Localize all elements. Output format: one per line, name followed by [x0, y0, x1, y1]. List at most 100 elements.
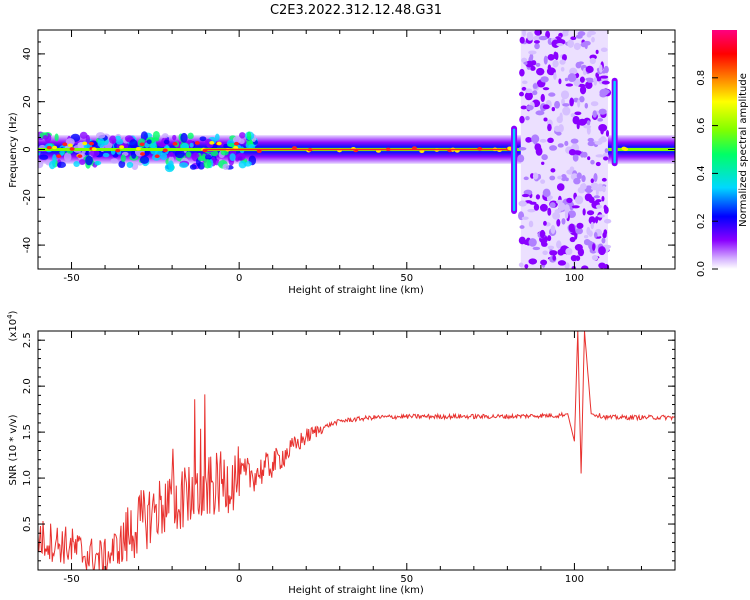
broadband-blob [588, 196, 595, 204]
broadband-blob [523, 176, 529, 181]
broadband-blob [579, 96, 585, 103]
broadband-blob [540, 76, 549, 83]
broadband-blob [600, 136, 607, 142]
peak-spot [507, 146, 513, 151]
broadband-blob [556, 218, 561, 227]
broadband-blob [552, 59, 559, 68]
snr-background [38, 331, 675, 570]
colorbar-tick-label: 0.2 [696, 213, 707, 229]
broadband-blob [552, 211, 561, 220]
spectral-blob [248, 144, 256, 150]
peak-spot [135, 147, 141, 151]
broadband-blob [569, 97, 574, 107]
broadband-blob [519, 68, 525, 77]
x-tick-label: 50 [400, 273, 413, 284]
broadband-blob [518, 147, 527, 151]
broadband-blob [534, 30, 542, 36]
spectral-blob [187, 132, 194, 140]
broadband-blob [559, 112, 563, 121]
broadband-blob [595, 161, 601, 167]
peak-spot [209, 141, 215, 145]
broadband-blob [569, 166, 575, 173]
broadband-blob [549, 250, 558, 256]
spectral-blob [97, 138, 105, 148]
broadband-blob [518, 262, 524, 268]
broadband-blob [535, 194, 541, 200]
broadband-blob [562, 106, 571, 116]
broadband-blob [554, 125, 561, 132]
spectral-blob [189, 142, 194, 148]
spectral-blob [126, 161, 134, 169]
spectral-blob [162, 133, 169, 139]
broadband-blob [576, 222, 584, 229]
broadband-blob [579, 85, 587, 95]
spectral-blob [73, 160, 80, 168]
broadband-blob [553, 72, 557, 80]
spectral-blob [205, 154, 212, 161]
spectral-blob [246, 131, 252, 141]
broadband-blob [521, 216, 529, 220]
broadband-blob [598, 262, 606, 269]
spectral-blob [140, 131, 148, 141]
broadband-blob [564, 204, 570, 213]
broadband-blob [519, 115, 525, 124]
broadband-blob [590, 186, 599, 191]
x-tick-label: 0 [236, 574, 242, 585]
spectral-blob [79, 131, 88, 139]
broadband-blob [577, 99, 581, 108]
peak-spot [77, 154, 83, 158]
spectrogram-panel: -50 0 50 100 -40 -20 0 20 40 Height of straight … [8, 29, 676, 296]
broadband-blob [587, 137, 594, 142]
spectral-blob [95, 132, 106, 139]
peak-spot [56, 154, 62, 158]
broadband-blob [594, 216, 599, 224]
y-tick-label: -20 [22, 189, 33, 205]
broadband-blob [597, 118, 604, 122]
broadband-blob [558, 78, 562, 85]
peak-spot [91, 147, 97, 151]
spectral-blob [197, 156, 206, 162]
broadband-blob [533, 203, 540, 211]
broadband-blob [570, 138, 579, 144]
broadband-blob [556, 43, 564, 47]
broadband-blob [519, 91, 524, 97]
spectral-blob [172, 134, 177, 141]
broadband-blob [541, 154, 548, 161]
y-tick-label: 2.5 [22, 332, 33, 348]
broadband-blob [524, 61, 528, 65]
broadband-blob [551, 106, 556, 112]
colorbar-tick-label: 0.4 [696, 165, 707, 181]
broadband-blob [522, 30, 527, 37]
broadband-blob [590, 101, 599, 107]
x-tick-label: -50 [63, 273, 79, 284]
broadband-blob [592, 243, 596, 251]
colorbar-tick-label: 0.8 [696, 70, 707, 86]
x-tick-label: 100 [565, 273, 584, 284]
broadband-blob [569, 236, 576, 243]
snr-series [38, 331, 675, 570]
broadband-blob [518, 236, 526, 245]
broadband-blob [549, 202, 556, 208]
broadband-blob [539, 138, 547, 143]
broadband-blob [601, 237, 606, 244]
broadband-blob [598, 64, 603, 73]
peak-spot [256, 149, 262, 153]
broadband-blob [561, 218, 566, 225]
peak-spot [172, 142, 178, 146]
broadband-blob [595, 204, 602, 209]
spectral-blob [229, 153, 236, 161]
broadband-blob [593, 195, 601, 199]
spectral-blob [210, 150, 219, 157]
broadband-blob [536, 67, 545, 76]
broadband-blob [601, 80, 610, 85]
spectral-blob [220, 149, 229, 156]
y-tick-label: -40 [22, 237, 33, 253]
broadband-blob [547, 53, 555, 61]
spectral-blob [238, 138, 245, 145]
broadband-blob [572, 153, 579, 162]
colorbar: 0.0 0.2 0.4 0.6 0.8 Normalized spectral ampl… [696, 30, 749, 277]
broadband-blob [580, 183, 587, 190]
broadband-blob [603, 218, 612, 224]
broadband-blob [550, 225, 556, 234]
